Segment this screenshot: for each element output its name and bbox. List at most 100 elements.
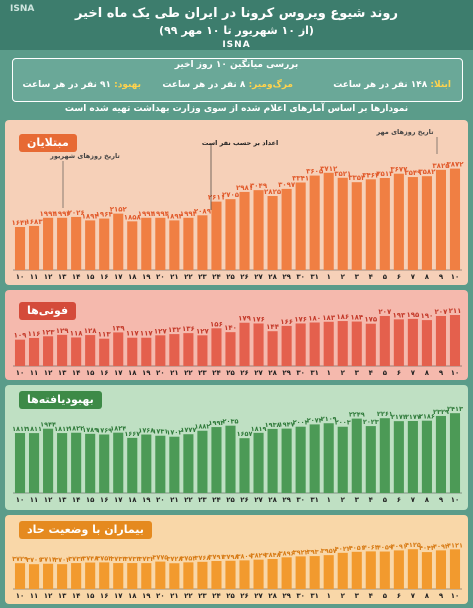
bar	[99, 218, 110, 270]
data-label: ۱۶۴۲	[11, 219, 29, 227]
tick-label: ۲۹	[282, 369, 291, 377]
bar	[14, 433, 26, 493]
tick-label: ۷	[411, 273, 416, 281]
data-label: ۱۷۹	[238, 315, 252, 323]
tick-label: ۲	[341, 496, 346, 504]
infection-stat: ابتلا: ۱۴۸ نفر در هر ساعت	[333, 80, 451, 90]
bar	[225, 199, 236, 270]
bar	[155, 561, 166, 589]
tick-label: ۷	[411, 369, 416, 377]
data-label: ۱۹۹۴	[180, 210, 198, 218]
tick-label: ۱۲	[44, 592, 53, 600]
tick-label: ۳۰	[296, 273, 305, 281]
data-label: ۱۹۹۴	[54, 210, 72, 218]
tick-label: ۲۱	[170, 592, 179, 600]
page-subtitle: (از ۱۰ شهریور تا ۱۰ مهر ۹۹)	[159, 24, 314, 37]
tick-label: ۱۳	[58, 592, 67, 600]
tick-label: ۲۹	[282, 273, 291, 281]
data-label: ۲۰۸۹	[194, 207, 212, 215]
data-label: ۲۱۸۶	[419, 413, 435, 421]
data-label: ۲۱۰۹	[321, 415, 337, 423]
data-label: ۱۴۰	[224, 324, 237, 332]
bar	[295, 182, 306, 270]
bar	[435, 415, 447, 493]
bar	[309, 424, 320, 493]
critical-chart: ۳۷۲۹۱۰۳۷۰۱۱۱۳۷۱۴۱۲۳۷۰۲۱۳۳۷۳۳۱۴۳۷۴۸۱۵۳۷۵۲…	[5, 515, 468, 604]
tick-label: ۲۸	[268, 496, 277, 504]
tick-label: ۱۹	[142, 369, 151, 377]
bar	[155, 217, 166, 270]
tick-label: ۳	[355, 496, 360, 504]
data-label: ۲۲۶۱	[377, 410, 393, 418]
data-label: ۳۰۴۹	[250, 182, 268, 190]
infection-key: ابتلا:	[430, 80, 451, 90]
bar	[43, 428, 54, 493]
tick-label: ۳	[355, 592, 360, 600]
data-label: ۱۹۶۴	[96, 211, 114, 219]
data-label: ۳۷۰۲	[54, 556, 70, 564]
data-label: ۳۹۳۰	[307, 548, 323, 556]
tick-label: ۱۰	[451, 273, 460, 281]
bar	[379, 315, 390, 366]
bar	[449, 315, 461, 366]
tick-label: ۴	[369, 592, 374, 600]
bar	[197, 335, 208, 366]
recovered-panel: ۱۸۱۳ ۱۰ ۱۸۱۱ ۱۱ ۱۹۴۴ ۱۲ ۱۸۱۲ ۱۳ ۱۸۲۲ ۱۴ ۱۷۸۹ ۱۵ ۱۷۶۹…	[5, 385, 468, 510]
tick-label: ۱۲	[44, 273, 53, 281]
tick-label: ۶	[397, 369, 401, 377]
recovered-title: بهبودیافته‌ها	[19, 391, 102, 409]
data-label: ۱۸۱۳	[12, 425, 28, 433]
bar	[253, 190, 264, 270]
infection-value: ۱۴۸ نفر در هر ساعت	[333, 80, 428, 90]
data-label: ۱۸۱۱	[26, 425, 42, 433]
bar	[197, 430, 208, 493]
death-stat: مرگ‌ومیر: ۸ نفر در هر ساعت	[162, 80, 293, 90]
tick-label: ۱۵	[86, 369, 95, 377]
bar	[127, 221, 138, 270]
bar	[183, 333, 194, 366]
data-label: ۱۶۶	[280, 318, 293, 326]
data-label: ۱۹۹۴	[40, 210, 58, 218]
data-label: ۳۶۰۵	[306, 168, 324, 176]
critical-panel: ۳۷۲۹ ۱۰ ۳۷۰۱ ۱۱ ۳۷۱۴ ۱۲ ۳۷۰۲ ۱۳ ۳۷۳۳ ۱۴ ۳۷۴۸ ۱۵ ۳۷۵۲…	[5, 515, 468, 604]
tick-label: ۲۲	[184, 592, 193, 600]
tick-label: ۱۴	[72, 496, 81, 504]
bar	[323, 321, 334, 366]
bar	[113, 332, 124, 366]
data-label: ۱۷۵	[364, 316, 378, 324]
bar	[337, 321, 348, 366]
tick-label: ۳۱	[310, 273, 319, 281]
bar	[14, 339, 26, 366]
tick-label: ۱۹	[142, 592, 151, 600]
tick-label: ۲۲	[184, 369, 193, 377]
data-label: ۴۰۹۲	[433, 542, 449, 550]
data-label: ۱۸۴	[350, 314, 364, 322]
bar	[85, 562, 96, 589]
tick-label: ۳	[355, 273, 360, 281]
tick-label: ۲۵	[226, 592, 235, 600]
recovery-stat: بهبود: ۹۱ نفر در هر ساعت	[22, 80, 141, 90]
bar	[267, 331, 278, 366]
bar	[99, 562, 110, 589]
data-label: ۴۰۶۳	[363, 543, 379, 551]
data-label: ۴۰۵۹	[377, 544, 393, 552]
data-label: ۳۷۱۴	[40, 556, 56, 564]
data-label: ۱۳۹	[112, 324, 126, 332]
data-label: ۳۸۲۹	[251, 552, 267, 560]
source-note: نمودارها بر اساس آمارهای اعلام شده از سو…	[64, 104, 409, 114]
bar	[28, 564, 40, 589]
tick-label: ۱۱	[30, 369, 39, 377]
tick-label: ۱	[327, 273, 331, 281]
bar	[281, 428, 292, 493]
data-label: ۲۱۱	[449, 307, 462, 315]
data-label: ۱۲۷	[196, 327, 210, 335]
tick-label: ۱۰	[16, 592, 25, 600]
data-label: ۲۰۳۵	[223, 418, 239, 426]
bar	[337, 552, 348, 589]
tick-label: ۳۱	[310, 496, 319, 504]
tick-label: ۲۸	[268, 369, 277, 377]
bar	[421, 320, 432, 366]
bar	[449, 413, 461, 493]
tick-label: ۲۳	[198, 273, 207, 281]
data-label: ۱۱۸	[70, 329, 84, 337]
